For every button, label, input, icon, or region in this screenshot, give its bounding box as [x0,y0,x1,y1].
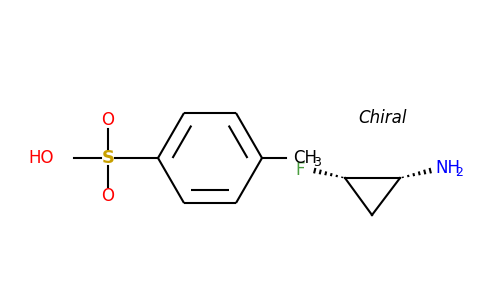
Text: S: S [102,149,115,167]
Text: O: O [102,187,115,205]
Text: F: F [296,161,305,179]
Text: 3: 3 [313,157,321,169]
Text: 2: 2 [455,167,463,179]
Text: CH: CH [293,149,317,167]
Text: Chiral: Chiral [359,109,407,127]
Text: HO: HO [29,149,54,167]
Text: NH: NH [435,159,460,177]
Text: O: O [102,111,115,129]
